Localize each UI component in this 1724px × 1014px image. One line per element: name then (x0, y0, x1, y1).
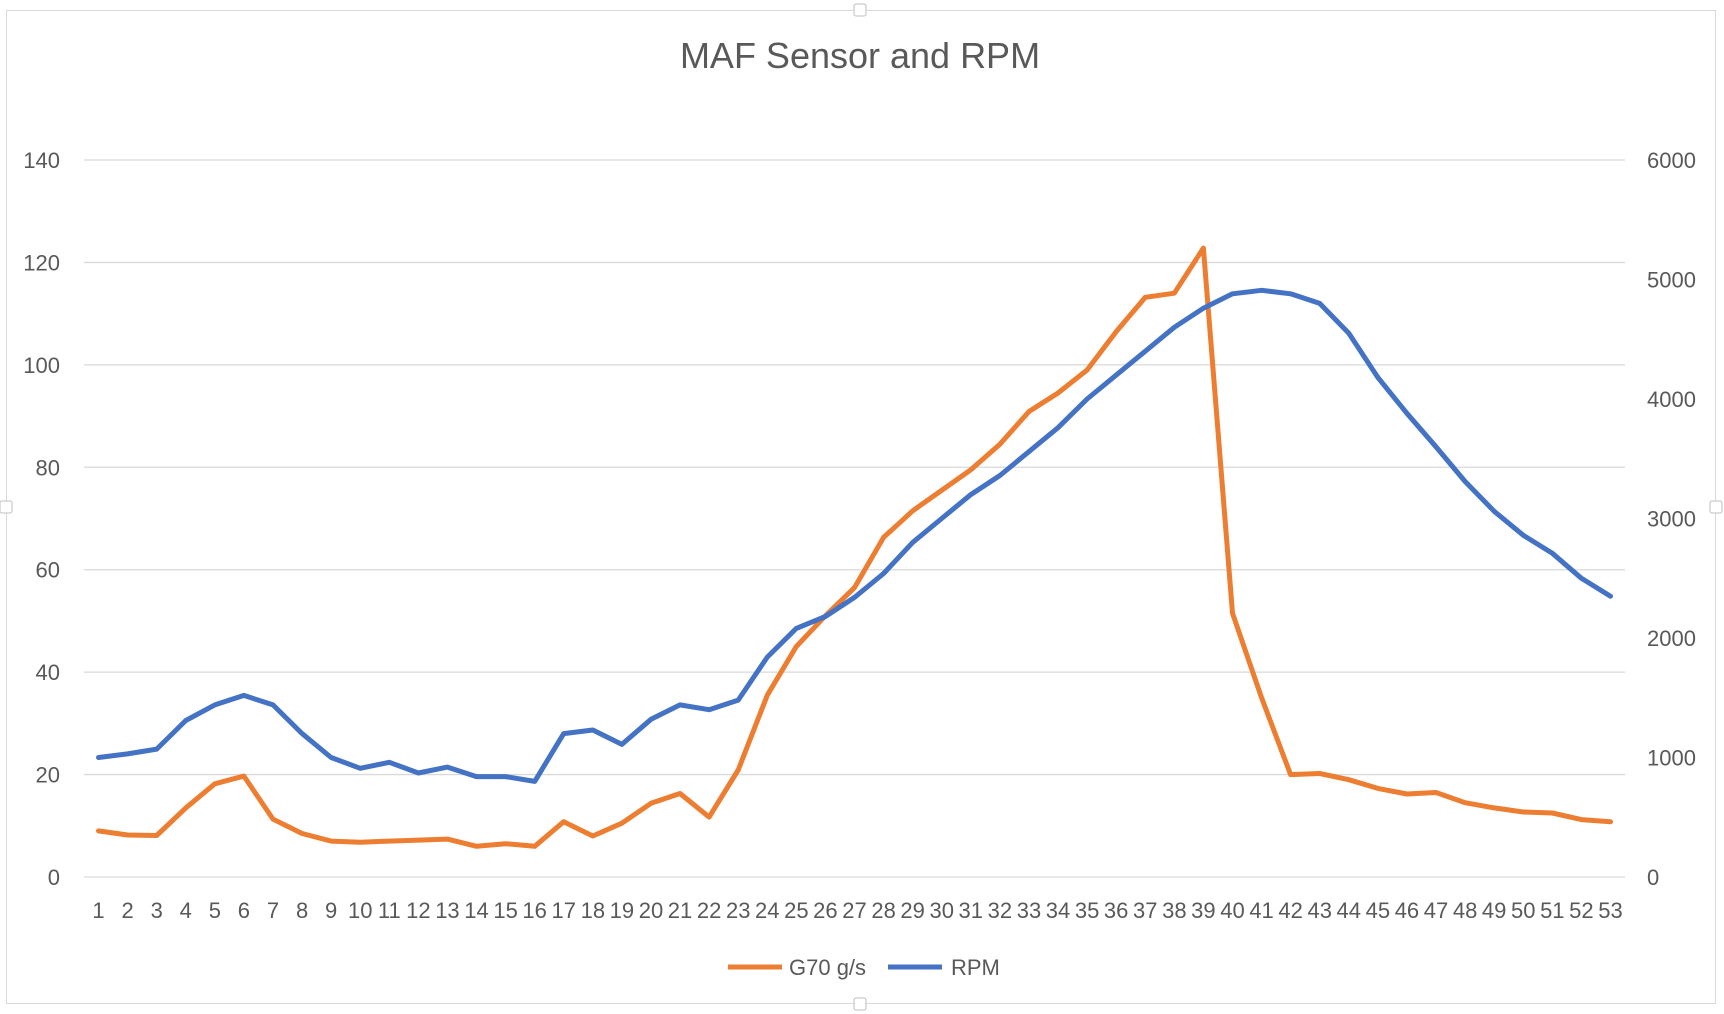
gridlines (84, 159, 1625, 878)
y2-tick-label: 4000 (1647, 387, 1696, 412)
x-tick-label: 9 (325, 898, 337, 923)
x-tick-label: 17 (552, 898, 576, 923)
y-tick-label: 100 (23, 353, 60, 378)
legend-label-rpm: RPM (951, 955, 1000, 980)
x-tick-label: 49 (1482, 898, 1506, 923)
x-tick-label: 50 (1511, 898, 1535, 923)
x-tick-label: 3 (151, 898, 163, 923)
x-tick-label: 29 (900, 898, 924, 923)
resize-handles[interactable] (0, 3, 1723, 1011)
x-tick-label: 6 (238, 898, 250, 923)
y-tick-label: 60 (36, 558, 60, 583)
resize-handle-left[interactable] (0, 500, 13, 514)
x-tick-label: 14 (464, 898, 488, 923)
y2-tick-label: 3000 (1647, 507, 1696, 532)
series (96, 245, 1613, 849)
x-tick-label: 48 (1453, 898, 1477, 923)
x-tick-label: 33 (1017, 898, 1041, 923)
x-tick-label: 15 (493, 898, 517, 923)
x-tick-label: 39 (1191, 898, 1215, 923)
y-axis-left: 0 20 40 60 80 100 120 140 (23, 148, 60, 890)
x-tick-label: 24 (755, 898, 779, 923)
x-tick-label: 16 (522, 898, 546, 923)
y-tick-label: 0 (48, 865, 60, 890)
chart-title: MAF Sensor and RPM (680, 35, 1040, 76)
resize-handle-right[interactable] (1709, 500, 1723, 514)
y-axis-right: 0 1000 2000 3000 4000 5000 6000 (1647, 148, 1696, 890)
x-tick-label: 31 (959, 898, 983, 923)
x-tick-label: 44 (1337, 898, 1361, 923)
x-tick-label: 4 (180, 898, 192, 923)
x-tick-label: 23 (726, 898, 750, 923)
y2-tick-label: 2000 (1647, 626, 1696, 651)
x-tick-label: 53 (1598, 898, 1622, 923)
x-tick-label: 51 (1540, 898, 1564, 923)
y2-tick-label: 6000 (1647, 148, 1696, 173)
x-tick-label: 43 (1307, 898, 1331, 923)
y-tick-label: 80 (36, 455, 60, 480)
resize-handle-bottom[interactable] (853, 997, 867, 1011)
x-tick-label: 36 (1104, 898, 1128, 923)
x-tick-label: 38 (1162, 898, 1186, 923)
x-tick-label: 10 (348, 898, 372, 923)
x-tick-label: 34 (1046, 898, 1070, 923)
x-tick-label: 46 (1395, 898, 1419, 923)
x-tick-label: 32 (988, 898, 1012, 923)
x-tick-label: 22 (697, 898, 721, 923)
y-tick-label: 120 (23, 250, 60, 275)
x-tick-label: 18 (581, 898, 605, 923)
x-tick-label: 19 (610, 898, 634, 923)
x-tick-label: 42 (1278, 898, 1302, 923)
x-tick-label: 30 (929, 898, 953, 923)
series-line-rpm (96, 287, 1613, 784)
x-tick-label: 13 (435, 898, 459, 923)
x-tick-label: 26 (813, 898, 837, 923)
x-tick-label: 11 (378, 898, 401, 923)
chart-area (6, 10, 1716, 1004)
x-tick-label: 37 (1133, 898, 1157, 923)
y2-tick-label: 5000 (1647, 268, 1696, 293)
legend-label-g70: G70 g/s (789, 955, 866, 980)
x-tick-label: 2 (121, 898, 133, 923)
x-tick-label: 20 (639, 898, 663, 923)
y-tick-label: 40 (36, 660, 60, 685)
x-tick-label: 5 (209, 898, 221, 923)
x-tick-label: 52 (1569, 898, 1593, 923)
x-tick-label: 41 (1249, 898, 1273, 923)
x-tick-label: 47 (1424, 898, 1448, 923)
x-tick-label: 40 (1220, 898, 1244, 923)
y2-tick-label: 1000 (1647, 746, 1696, 771)
x-tick-label: 25 (784, 898, 808, 923)
legend: G70 g/s RPM (728, 955, 1000, 980)
x-tick-label: 21 (668, 898, 692, 923)
x-tick-label: 35 (1075, 898, 1099, 923)
x-tick-label: 7 (267, 898, 279, 923)
resize-handle-top[interactable] (853, 3, 867, 17)
y2-tick-label: 0 (1647, 865, 1659, 890)
series-line-g70 (96, 245, 1613, 849)
x-tick-label: 8 (296, 898, 308, 923)
x-axis: 1 2 3 4 5 6 7 8 9 10 11 12 13 14 15 16 17 18 19 20 21 22 23 24 2… (92, 898, 1622, 923)
x-tick-label: 12 (406, 898, 430, 923)
x-tick-label: 28 (871, 898, 895, 923)
x-tick-label: 27 (842, 898, 866, 923)
x-tick-label: 45 (1366, 898, 1390, 923)
x-tick-label: 1 (92, 898, 104, 923)
y-tick-label: 140 (23, 148, 60, 173)
y-tick-label: 20 (36, 763, 60, 788)
